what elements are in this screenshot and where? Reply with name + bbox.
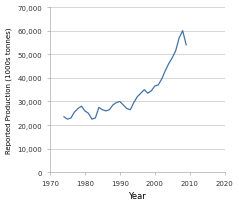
X-axis label: Year: Year: [128, 192, 146, 200]
Y-axis label: Reported Production (1000s tonnes): Reported Production (1000s tonnes): [5, 27, 12, 153]
